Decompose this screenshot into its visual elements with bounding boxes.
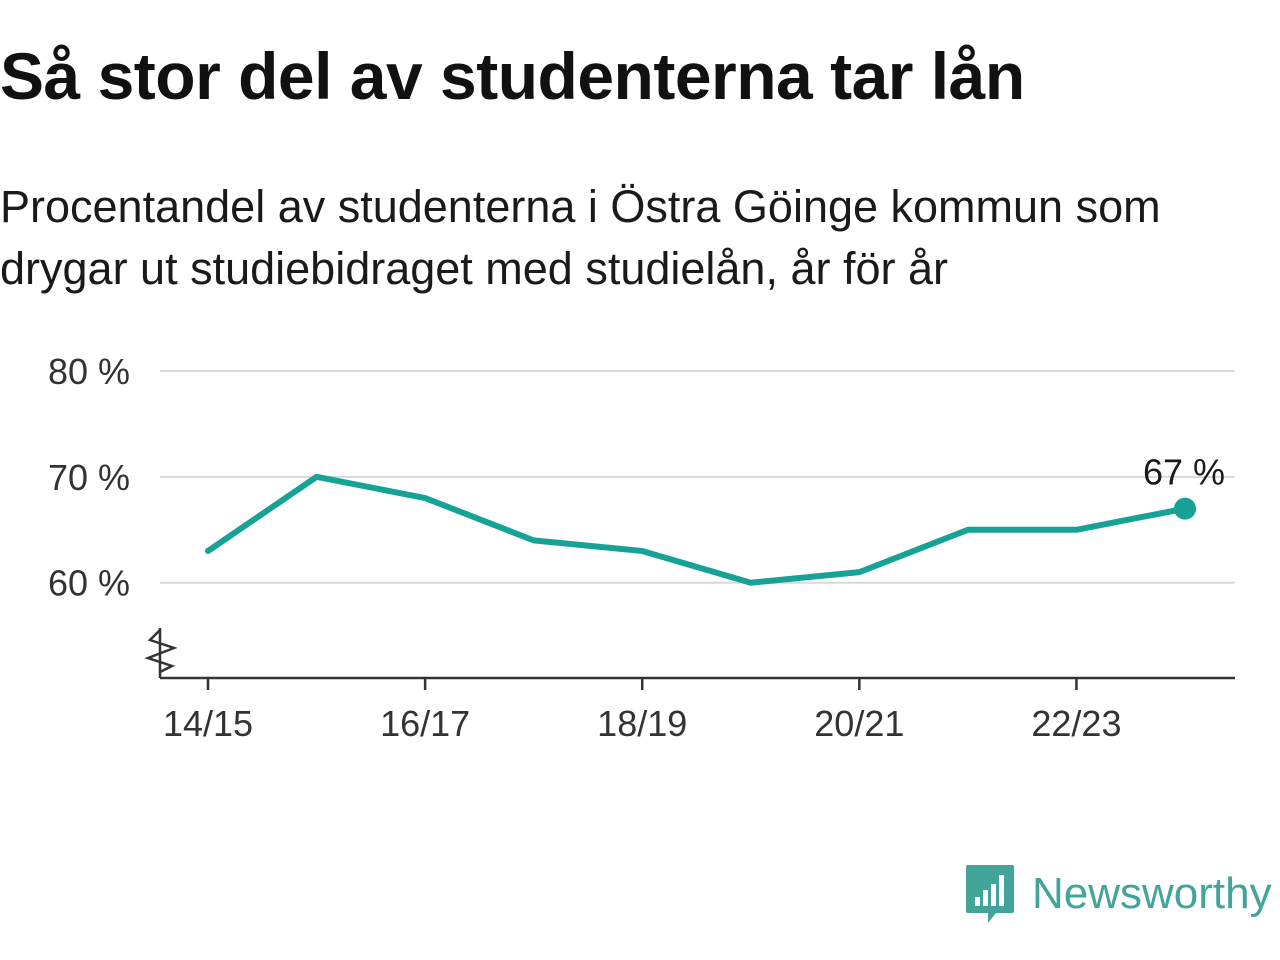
brand-logo-block: Newsworthy — [964, 862, 1272, 926]
chart-subtitle: Procentandel av studenterna i Östra Göin… — [0, 181, 1161, 294]
x-tick-label: 14/15 — [163, 703, 253, 744]
x-tick-label: 20/21 — [814, 703, 904, 744]
newsworthy-logo-icon — [966, 865, 1014, 923]
end-value-label: 67 % — [1143, 452, 1225, 493]
end-point-marker — [1174, 497, 1196, 520]
y-tick-label: 60 % — [48, 563, 130, 604]
line-chart: 80 % 70 % 60 % 14/15 16/17 18/19 20/21 22/23 6… — [48, 351, 1235, 744]
y-axis: 80 % 70 % 60 % — [48, 351, 178, 678]
axis-break-marker — [144, 629, 178, 674]
gridlines — [160, 370, 1235, 584]
series-layer: 67 % — [205, 452, 1225, 586]
x-axis: 14/15 16/17 18/19 20/21 22/23 — [160, 676, 1235, 744]
y-tick-label: 70 % — [48, 457, 130, 498]
x-tick-label: 18/19 — [597, 703, 687, 744]
x-tick-label: 22/23 — [1031, 703, 1121, 744]
x-tick-label: 16/17 — [380, 703, 470, 744]
chart-title: Så stor del av studenterna tar lån — [0, 39, 1025, 113]
series-line — [205, 473, 1188, 586]
brand-name: Newsworthy — [1032, 869, 1272, 918]
y-tick-label: 80 % — [48, 351, 130, 392]
